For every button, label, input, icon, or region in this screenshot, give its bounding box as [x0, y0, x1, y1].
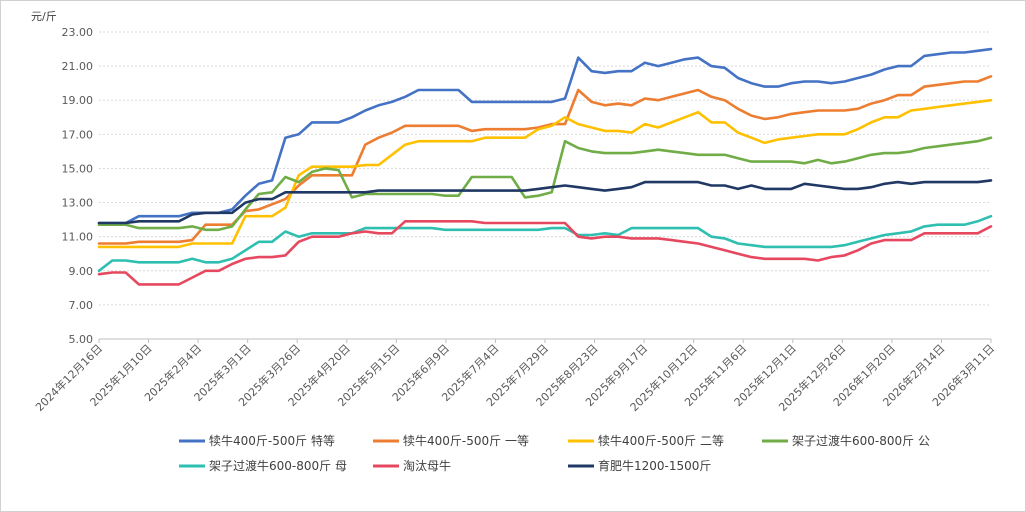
- legend: 犊牛400斤-500斤 特等 犊牛400斤-500斤 一等 犊牛400斤-500斤 …: [179, 433, 930, 473]
- y-tick-label: 13.00: [62, 197, 94, 210]
- series-line-3: [97, 98, 993, 249]
- legend-label: 架子过渡牛600-800斤 公: [792, 433, 930, 448]
- y-tick-label: 5.00: [69, 333, 94, 346]
- legend-label: 犊牛400斤-500斤 特等: [209, 433, 335, 448]
- legend-label: 犊牛400斤-500斤 二等: [598, 433, 724, 448]
- series-line-2: [97, 75, 993, 245]
- y-tick-label: 9.00: [69, 265, 94, 278]
- axes: [98, 338, 992, 343]
- legend-label: 淘汰母牛: [403, 458, 451, 473]
- series-line-1: [97, 47, 993, 225]
- legend-label: 育肥牛1200-1500斤: [598, 458, 711, 473]
- y-axis-unit-label: 元/斤: [31, 10, 57, 23]
- y-tick-label: 17.00: [62, 128, 94, 141]
- legend-label: 犊牛400斤-500斤 一等: [403, 433, 529, 448]
- series-line-6: [97, 220, 993, 286]
- series-lines: [97, 47, 993, 286]
- x-tick-labels: 2024年12月16日2025年1月10日2025年2月4日2025年3月1日2…: [32, 341, 997, 414]
- legend-label: 架子过渡牛600-800斤 母: [209, 458, 347, 473]
- series-line-7: [97, 179, 993, 225]
- y-tick-label: 15.00: [62, 162, 94, 175]
- y-tick-labels: 5.00 7.00 9.00 11.00 13.00 15.00 17.00 19.00 21.…: [62, 26, 94, 346]
- series-line-5: [97, 214, 993, 273]
- series-line-4: [97, 136, 993, 232]
- y-tick-label: 7.00: [69, 299, 94, 312]
- y-tick-label: 19.00: [62, 94, 94, 107]
- y-tick-label: 11.00: [62, 231, 94, 244]
- y-tick-label: 23.00: [62, 26, 94, 39]
- y-tick-label: 21.00: [62, 60, 94, 73]
